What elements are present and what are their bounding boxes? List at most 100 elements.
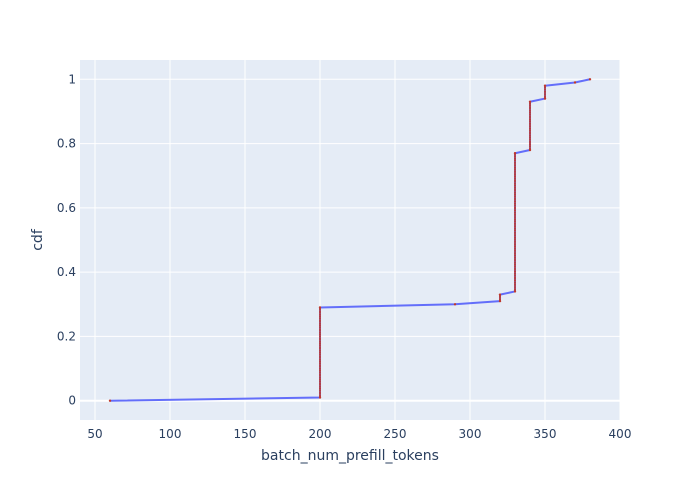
cdf-marker (514, 263, 516, 266)
cdf-marker (319, 364, 321, 367)
cdf-marker (544, 88, 546, 91)
x-axis-ticks: 50 100 150 200 250 300 350 400 (87, 427, 631, 441)
cdf-marker (529, 107, 531, 110)
cdf-marker (514, 281, 516, 284)
cdf-marker (529, 136, 531, 139)
cdf-marker (319, 380, 321, 383)
x-tick-label: 150 (234, 427, 257, 441)
cdf-marker (319, 387, 321, 390)
cdf-marker (529, 127, 531, 130)
cdf-marker (529, 147, 531, 150)
x-tick-label: 250 (384, 427, 407, 441)
cdf-marker (529, 102, 531, 105)
cdf-marker (514, 180, 516, 183)
cdf-marker (514, 154, 516, 157)
cdf-marker (514, 288, 516, 291)
cdf-marker (514, 245, 516, 248)
cdf-marker (514, 177, 516, 180)
cdf-marker (319, 373, 321, 376)
series-layer (108, 78, 592, 402)
cdf-marker (319, 347, 321, 350)
cdf-marker (529, 122, 531, 125)
cdf-marker (499, 296, 501, 299)
y-tick-label: 0 (68, 394, 76, 408)
cdf-marker (319, 308, 321, 311)
cdf-point (528, 100, 532, 103)
cdf-marker (514, 170, 516, 173)
cdf-marker (319, 349, 321, 352)
cdf-marker (529, 143, 531, 146)
y-tick-label: 0.6 (57, 201, 76, 215)
cdf-marker (319, 315, 321, 318)
cdf-marker (514, 197, 516, 200)
cdf-marker (514, 164, 516, 167)
cdf-marker (514, 274, 516, 277)
cdf-marker (319, 342, 321, 345)
cdf-marker (514, 213, 516, 216)
cdf-marker (514, 224, 516, 227)
cdf-marker (514, 249, 516, 252)
cdf-point (543, 97, 547, 100)
cdf-marker (544, 90, 546, 93)
y-tick-label: 1 (68, 72, 76, 86)
cdf-marker (319, 346, 321, 349)
cdf-marker (319, 337, 321, 340)
cdf-marker (514, 261, 516, 264)
cdf-marker (529, 104, 531, 107)
x-tick-label: 200 (309, 427, 332, 441)
cdf-marker (514, 267, 516, 270)
x-tick-label: 50 (87, 427, 102, 441)
cdf-marker (514, 175, 516, 178)
cdf-marker (319, 383, 321, 386)
cdf-marker (319, 338, 321, 341)
cdf-marker (544, 86, 546, 89)
cdf-marker (529, 141, 531, 144)
cdf-marker (319, 344, 321, 347)
cdf-marker (514, 188, 516, 191)
cdf-marker (514, 206, 516, 209)
cdf-marker (514, 186, 516, 189)
cdf-marker (514, 231, 516, 234)
cdf-marker (514, 155, 516, 158)
cdf-marker (319, 378, 321, 381)
cdf-marker (319, 367, 321, 370)
cdf-marker (529, 124, 531, 126)
cdf-marker (514, 283, 516, 286)
cdf-point (573, 81, 577, 84)
cdf-point (498, 293, 502, 296)
cdf-marker (514, 171, 516, 174)
cdf-marker (319, 356, 321, 359)
cdf-marker (514, 238, 516, 241)
cdf-marker (529, 138, 531, 141)
cdf-marker (319, 360, 321, 363)
cdf-marker (319, 351, 321, 354)
cdf-marker (529, 129, 531, 132)
cdf-marker (514, 285, 516, 288)
cdf-marker (514, 159, 516, 162)
y-axis-ticks: 0 0.2 0.4 0.6 0.8 1 (57, 72, 76, 407)
cdf-marker (319, 340, 321, 343)
cdf-marker (514, 218, 516, 221)
cdf-marker (319, 326, 321, 329)
cdf-marker (514, 277, 516, 280)
cdf-marker (529, 132, 531, 135)
cdf-marker (514, 234, 516, 237)
cdf-marker (319, 333, 321, 336)
cdf-marker (514, 168, 516, 171)
cdf-marker (319, 324, 321, 327)
cdf-marker (514, 209, 516, 212)
cdf-marker (514, 189, 516, 192)
cdf-marker (514, 256, 516, 259)
cdf-point (318, 306, 322, 309)
cdf-marker (319, 319, 321, 322)
cdf-marker (514, 202, 516, 205)
cdf-marker (529, 120, 531, 123)
cdf-marker (514, 184, 516, 187)
cdf-marker (544, 95, 546, 98)
cdf-marker (514, 173, 516, 176)
cdf-marker (319, 313, 321, 316)
cdf-marker (319, 335, 321, 338)
cdf-marker (319, 391, 321, 394)
cdf-marker (319, 374, 321, 377)
y-tick-label: 0.4 (57, 265, 76, 279)
